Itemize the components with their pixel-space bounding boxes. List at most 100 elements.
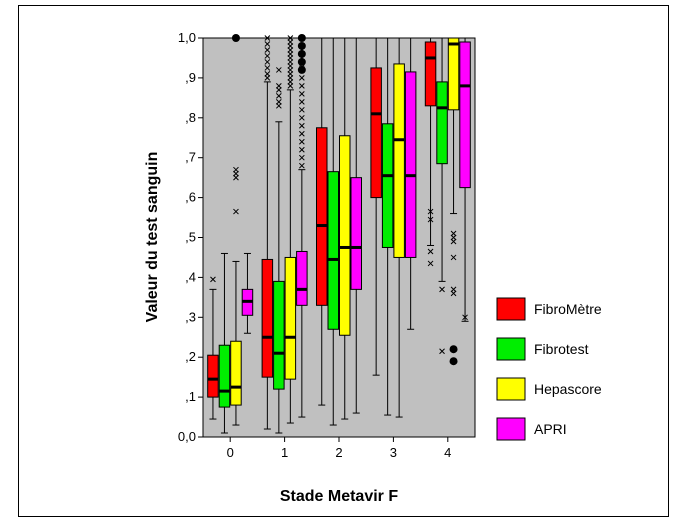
outlier-marker — [439, 348, 445, 355]
legend-swatch — [496, 377, 526, 401]
y-tick-label: ,6 — [185, 190, 196, 205]
outlier-marker — [427, 216, 434, 223]
box — [261, 35, 274, 430]
box-body — [381, 123, 394, 248]
box — [241, 252, 254, 334]
legend-label: APRI — [534, 421, 567, 437]
outlier-marker — [298, 154, 305, 161]
box-body — [296, 250, 308, 306]
x-axis: 0 1 2 3 4 — [227, 437, 451, 460]
outlier-marker — [298, 122, 305, 129]
box-body — [436, 81, 448, 165]
y-axis: 0,0 ,1 ,2 ,3 ,4 ,5 ,6 ,7 ,8 ,9 1,0 — [178, 30, 203, 444]
outlier-marker — [427, 248, 434, 255]
outlier-marker — [275, 98, 282, 105]
outlier-marker — [264, 41, 271, 47]
box — [316, 37, 328, 406]
outlier-marker — [298, 130, 305, 137]
outlier-marker — [298, 83, 305, 89]
box — [404, 37, 417, 330]
outlier-marker — [427, 208, 434, 215]
outlier-marker — [264, 35, 271, 41]
box-body — [218, 344, 231, 408]
box-body — [424, 41, 437, 107]
box-body — [261, 258, 274, 378]
extreme-outlier-marker — [231, 34, 240, 42]
box — [273, 67, 285, 434]
y-tick-label: ,3 — [185, 309, 196, 324]
box-body — [350, 177, 362, 290]
box-body — [327, 171, 339, 330]
box — [327, 37, 339, 426]
outlier-marker — [264, 65, 271, 71]
x-axis-title: Stade Metavir F — [280, 488, 398, 505]
x-tick-label: 0 — [227, 445, 234, 460]
box-body — [284, 256, 297, 380]
box — [459, 37, 471, 322]
box-body — [316, 127, 328, 306]
outlier-marker — [233, 208, 239, 215]
x-tick-label: 4 — [444, 445, 451, 460]
extreme-outlier-marker — [297, 34, 306, 42]
box-body — [339, 135, 351, 336]
y-tick-label: ,1 — [185, 389, 196, 404]
box — [284, 35, 297, 424]
box — [436, 37, 448, 355]
outlier-marker — [298, 146, 305, 153]
legend: FibroMètre Fibrotest Hepascore APRI — [496, 297, 602, 441]
x-tick-label: 2 — [335, 445, 342, 460]
legend-swatch — [496, 337, 526, 361]
legend-swatch — [496, 417, 526, 441]
box-series — [207, 34, 471, 434]
outlier-marker — [298, 98, 305, 105]
outlier-marker — [275, 83, 282, 89]
box-body — [230, 340, 242, 406]
outlier-marker — [264, 71, 271, 77]
box-body — [207, 354, 219, 398]
outlier-marker — [450, 254, 457, 261]
extreme-outlier-marker — [297, 41, 306, 50]
extreme-outlier-marker — [297, 57, 306, 66]
y-tick-label: ,4 — [185, 269, 196, 284]
outlier-marker — [264, 59, 271, 65]
outlier-marker — [210, 276, 216, 283]
extreme-outlier-marker — [449, 345, 458, 354]
box — [424, 37, 437, 267]
outlier-marker — [298, 138, 305, 145]
box — [296, 34, 308, 418]
extreme-outlier-marker — [297, 49, 306, 58]
extreme-outlier-marker — [297, 65, 306, 74]
box — [393, 37, 405, 418]
x-tick-label: 1 — [281, 445, 288, 460]
box — [230, 34, 242, 426]
outlier-marker — [450, 286, 457, 293]
box — [381, 37, 394, 416]
outlier-marker — [298, 106, 305, 113]
outlier-marker — [233, 166, 239, 173]
legend-swatch — [496, 297, 526, 321]
outlier-marker — [264, 53, 271, 59]
outlier-marker — [275, 93, 282, 99]
y-tick-label: ,2 — [185, 349, 196, 364]
box-body — [459, 41, 471, 189]
box-body — [370, 67, 382, 199]
y-tick-label: ,7 — [185, 150, 196, 165]
outlier-marker — [439, 286, 445, 293]
box-body — [447, 37, 460, 111]
box-body — [404, 71, 417, 258]
legend-label: Hepascore — [534, 381, 602, 397]
legend-label: Fibrotest — [534, 341, 589, 357]
box — [218, 252, 231, 434]
y-tick-label: 0,0 — [178, 429, 196, 444]
box-body — [393, 63, 405, 258]
box — [350, 37, 362, 414]
extreme-outlier-marker — [449, 357, 458, 366]
legend-label: FibroMètre — [534, 301, 602, 317]
outlier-marker — [427, 260, 434, 267]
outlier-marker — [298, 114, 305, 121]
box — [207, 276, 219, 420]
y-axis-title: Valeur du test sanguin — [144, 152, 161, 323]
y-tick-label: ,8 — [185, 110, 196, 125]
box — [339, 37, 351, 420]
